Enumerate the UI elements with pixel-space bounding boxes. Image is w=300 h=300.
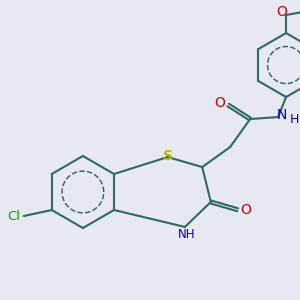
Text: Cl: Cl (7, 209, 20, 223)
Text: S: S (163, 149, 173, 163)
Text: O: O (215, 96, 226, 110)
Text: H: H (290, 112, 299, 125)
Text: O: O (240, 203, 251, 217)
Text: NH: NH (178, 228, 196, 242)
Text: O: O (277, 5, 287, 19)
Text: N: N (277, 108, 287, 122)
